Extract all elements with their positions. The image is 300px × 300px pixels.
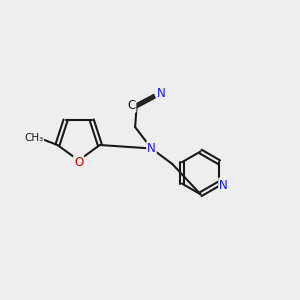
Text: O: O (74, 156, 83, 169)
Text: N: N (147, 142, 156, 155)
Text: N: N (219, 178, 228, 192)
Text: C: C (127, 99, 135, 112)
Text: CH₃: CH₃ (24, 133, 43, 142)
Text: N: N (157, 87, 165, 100)
